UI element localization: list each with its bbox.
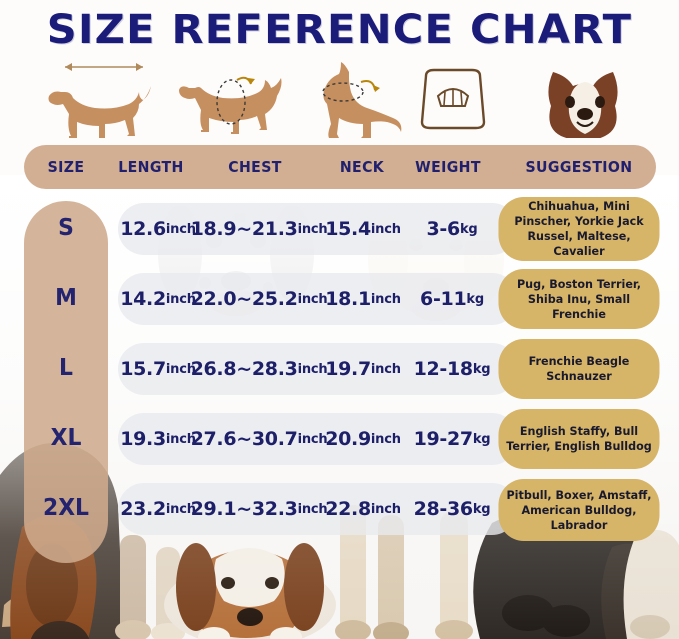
size-label-l: L <box>59 355 73 381</box>
size-label-xl: XL <box>50 425 82 451</box>
size-table: SIZE LENGTH CHEST NECK WEIGHT SUGGESTION… <box>0 145 679 575</box>
cell-chest-xl: 27.6~30.7 inch <box>190 428 328 450</box>
size-label-m: M <box>55 285 77 311</box>
cell-neck-m: 18.1 inch <box>325 288 401 310</box>
cell-length-l: 15.7 inch <box>120 358 196 380</box>
cell-suggestion-m: Pug, Boston Terrier, Shiba Inu, Small Fr… <box>498 269 660 329</box>
cell-neck-l: 19.7 inch <box>325 358 401 380</box>
cell-weight-m: 6-11 kg <box>420 288 484 310</box>
data-pill-xl <box>118 413 518 465</box>
measurement-icon-row <box>0 55 679 140</box>
column-header-neck: NECK <box>339 158 385 176</box>
table-header-row <box>24 145 656 189</box>
weight-scale-icon <box>398 55 508 140</box>
page-title: SIZE REFERENCE CHART <box>46 7 633 53</box>
cell-weight-l: 12-18 kg <box>413 358 491 380</box>
cell-length-m: 14.2 inch <box>120 288 196 310</box>
column-header-size: SIZE <box>47 158 85 176</box>
cell-length-2xl: 23.2 inch <box>120 498 196 520</box>
cell-neck-2xl: 22.8 inch <box>325 498 401 520</box>
size-label-2xl: 2XL <box>43 495 89 521</box>
cell-weight-xl: 19-27 kg <box>413 428 491 450</box>
cell-suggestion-2xl: Pitbull, Boxer, Amstaff, American Bulldo… <box>498 479 660 541</box>
cell-suggestion-xl: English Staffy, Bull Terrier, English Bu… <box>498 409 660 469</box>
page-title-container: SIZE REFERENCE CHART <box>0 6 679 54</box>
cell-weight-s: 3-6 kg <box>426 218 478 240</box>
column-header-weight: WEIGHT <box>415 158 481 176</box>
size-label-s: S <box>58 215 74 241</box>
dog-face-icon <box>520 55 650 140</box>
data-pill-m <box>118 273 518 325</box>
cell-suggestion-s: Chihuahua, Mini Pinscher, Yorkie Jack Ru… <box>498 197 660 261</box>
dog-neck-icon <box>300 55 430 140</box>
column-header-length: LENGTH <box>118 158 184 176</box>
cell-weight-2xl: 28-36 kg <box>413 498 491 520</box>
cell-suggestion-l: Frenchie Beagle Schnauzer <box>498 339 660 399</box>
dog-length-icon <box>40 55 170 140</box>
column-header-chest: CHEST <box>228 158 282 176</box>
data-pill-s <box>118 203 518 255</box>
cell-neck-xl: 20.9 inch <box>325 428 401 450</box>
dog-chest-icon <box>170 55 300 140</box>
cell-neck-s: 15.4 inch <box>325 218 401 240</box>
column-header-suggestion: SUGGESTION <box>525 158 633 176</box>
cell-chest-m: 22.0~25.2 inch <box>190 288 328 310</box>
data-pill-2xl <box>118 483 518 535</box>
cell-length-s: 12.6 inch <box>120 218 196 240</box>
cell-length-xl: 19.3 inch <box>120 428 196 450</box>
cell-chest-s: 18.9~21.3 inch <box>190 218 328 240</box>
data-pill-l <box>118 343 518 395</box>
size-column-pill <box>24 201 108 563</box>
cell-chest-l: 26.8~28.3 inch <box>190 358 328 380</box>
cell-chest-2xl: 29.1~32.3 inch <box>190 498 328 520</box>
